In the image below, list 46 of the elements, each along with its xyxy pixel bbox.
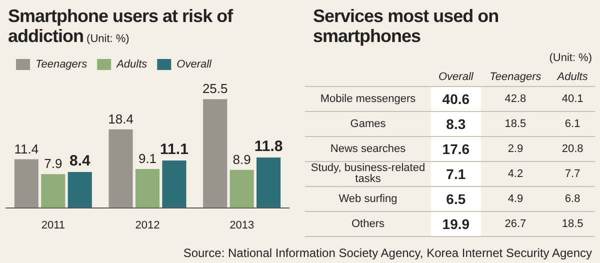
data-label: 18.4 (108, 111, 134, 126)
data-label: 40.6 (431, 86, 481, 112)
data-label: 18.5 (480, 112, 550, 136)
data-label: 6.5 (431, 186, 481, 212)
data-label: 6.1 (550, 112, 595, 136)
data-label: 2.9 (480, 136, 550, 162)
x-tick-label: Overall (431, 68, 481, 86)
data-label: 11.8 (254, 138, 283, 156)
data-label: 9.1 (138, 151, 157, 166)
x-tick-label: 2011 (41, 219, 65, 232)
data-label: 19.9 (431, 212, 481, 236)
source-note: Source: National Information Society Agency, Korea Internet Security Agency (183, 246, 592, 260)
data-label: 6.8 (550, 186, 595, 212)
y-tick-label: Web surfing (305, 186, 431, 212)
y-tick-label: Games (305, 112, 431, 136)
data-label: 17.6 (431, 136, 481, 162)
data-label: 25.5 (202, 81, 228, 96)
legend-label: Overall (176, 58, 212, 71)
data-label: 40.1 (550, 86, 595, 112)
data-label: 8.9 (232, 152, 251, 167)
data-label: 8.3 (431, 112, 481, 136)
data-label: 42.8 (480, 86, 550, 112)
data-label: 18.5 (550, 212, 595, 236)
data-label: 7.9 (44, 156, 62, 172)
y-tick-label: Others (305, 212, 431, 236)
data-label: 4.2 (480, 162, 550, 186)
data-label: 7.1 (431, 162, 481, 186)
chart-subtitle: (Unit: %) (549, 51, 592, 66)
x-tick-label: Adults (550, 68, 595, 86)
data-label: 26.7 (480, 212, 550, 236)
data-label: 20.8 (550, 136, 595, 162)
y-tick-label: News searches (305, 136, 431, 162)
data-label: 4.9 (480, 186, 550, 212)
y-tick-label: Study, business-related tasks (305, 162, 431, 186)
x-tick-label: 2012 (135, 219, 160, 232)
x-tick-label: 2013 (230, 219, 254, 232)
data-label: 11.1 (160, 141, 188, 158)
legend-label: Teenagers (36, 58, 88, 71)
chart-subtitle: (Unit: %) (86, 33, 130, 45)
data-label: 7.7 (550, 162, 595, 186)
data-label: 8.4 (69, 152, 91, 170)
chart-title: Services most used on smartphones (313, 6, 500, 46)
legend-label: Adults (116, 58, 148, 71)
x-tick-label: Teenagers (480, 68, 550, 86)
y-tick-label: Mobile messengers (305, 86, 431, 112)
data-label: 11.4 (14, 141, 39, 156)
